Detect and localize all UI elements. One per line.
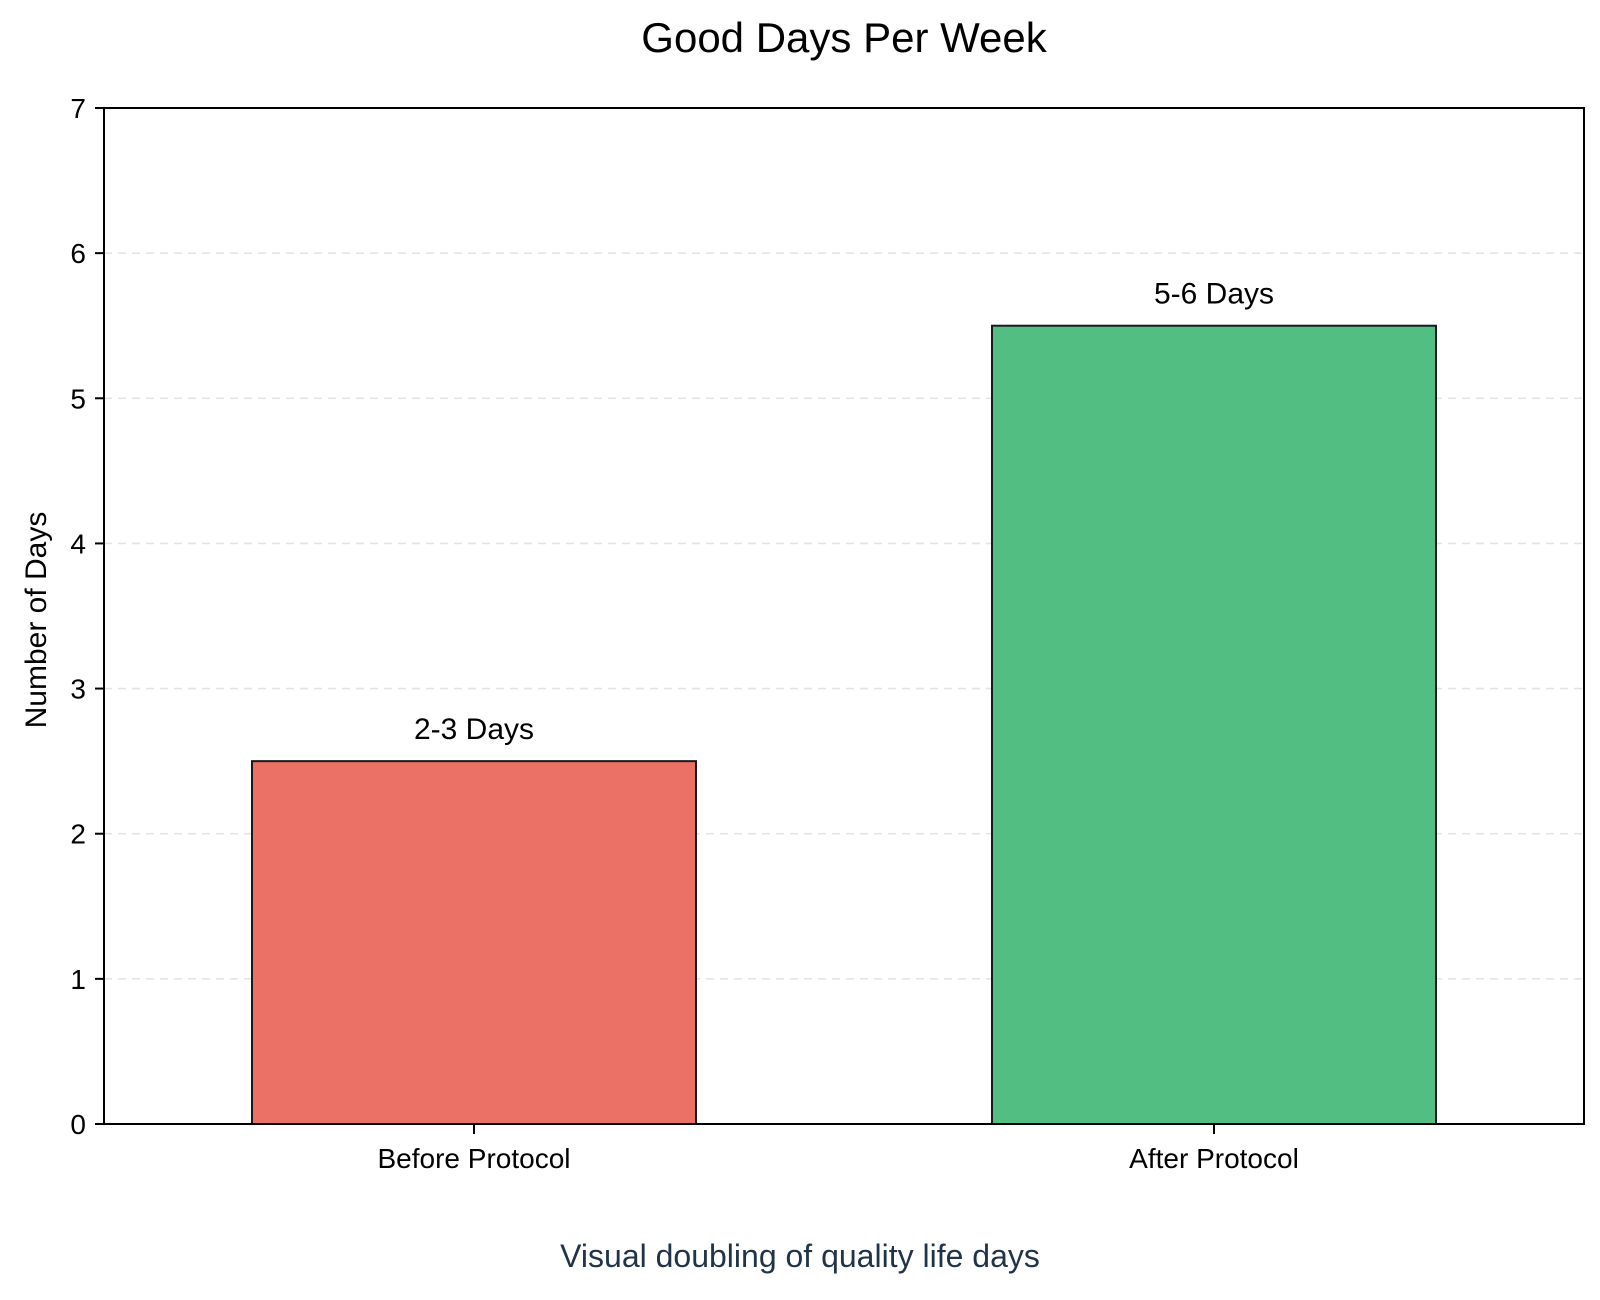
x-tick-label: Before Protocol [378, 1143, 571, 1174]
chart-caption: Visual doubling of quality life days [560, 1238, 1040, 1274]
y-axis-ticks: 0 1 2 3 4 5 6 7 [70, 93, 104, 1140]
bar-after-protocol [991, 324, 1437, 1125]
bar-value-labels: 2-3 Days 5-6 Days [414, 278, 1274, 746]
bar-value-label: 2-3 Days [414, 713, 534, 746]
y-tick-label: 6 [70, 238, 86, 269]
y-tick-label: 2 [70, 819, 86, 850]
bar-before-protocol [251, 760, 697, 1126]
y-tick-label: 4 [70, 528, 86, 559]
y-tick-label: 5 [70, 383, 86, 414]
y-tick-label: 7 [70, 93, 86, 124]
bars [251, 324, 1437, 1126]
y-tick-label: 3 [70, 674, 86, 705]
x-tick-label: After Protocol [1129, 1143, 1299, 1174]
plot-area-frame [103, 107, 1585, 1125]
y-tick-label: 1 [70, 964, 86, 995]
x-axis-ticks: Before Protocol After Protocol [378, 1124, 1299, 1174]
chart-title: Good Days Per Week [641, 14, 1047, 61]
y-axis-label: Number of Days [20, 512, 53, 729]
y-tick-label: 0 [70, 1109, 86, 1140]
bar-value-label: 5-6 Days [1154, 278, 1274, 311]
